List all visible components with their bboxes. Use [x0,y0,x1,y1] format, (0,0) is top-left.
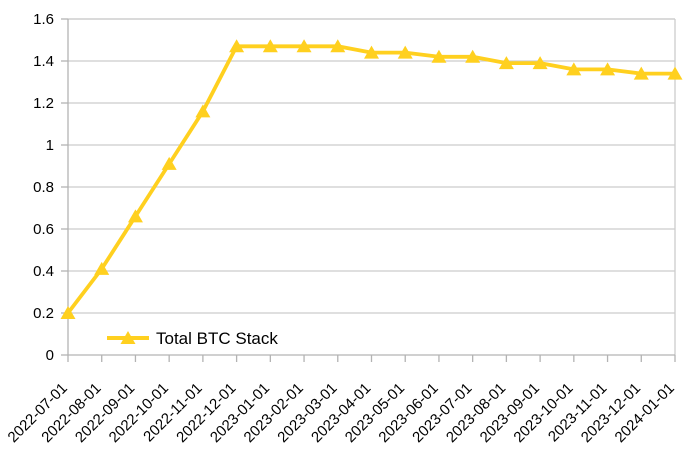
data-point-marker [229,39,245,53]
data-point-marker [94,261,110,275]
data-point-marker [296,39,312,53]
data-point-marker [127,209,143,223]
data-point-marker [633,66,649,80]
y-axis-tick-label: 0.2 [33,305,54,322]
data-point-marker [364,45,379,59]
y-axis-tick-label: 0.8 [33,179,54,196]
y-axis: 0 0.2 0.4 0.6 0.8 1 1.2 1.4 1.6 [33,11,68,364]
data-point-marker [667,66,683,80]
legend: Total BTC Stack [107,329,278,348]
y-axis-tick-label: 1.6 [33,11,54,28]
y-axis-tick-label: 0 [46,347,54,364]
gridlines [68,18,675,314]
data-point-marker [330,39,346,53]
data-point-marker [262,39,278,53]
data-point-marker [397,45,413,59]
data-point-marker [532,56,548,70]
plot-border [67,18,676,356]
data-point-marker [431,49,447,63]
y-axis-tick-label: 1.2 [33,95,54,112]
y-axis-tick-label: 0.4 [33,263,54,280]
data-point-marker [600,62,616,76]
y-axis-tick-label: 0.6 [33,221,54,238]
x-axis: 2022-07-012022-08-012022-09-012022-10-01… [5,355,678,446]
y-axis-tick-label: 1 [46,137,54,154]
y-axis-tick-label: 1.4 [33,53,54,70]
series-line [66,44,677,315]
series-line-total-btc-stack [66,44,677,315]
data-point-marker [195,104,211,118]
data-point-marker [60,306,76,319]
data-point-marker [566,62,582,76]
data-point-marker [161,156,177,170]
series-markers [60,39,683,319]
data-point-marker [465,49,481,63]
data-point-marker [498,56,514,70]
legend-label: Total BTC Stack [156,329,278,348]
legend-triangle-marker-icon [120,331,136,344]
